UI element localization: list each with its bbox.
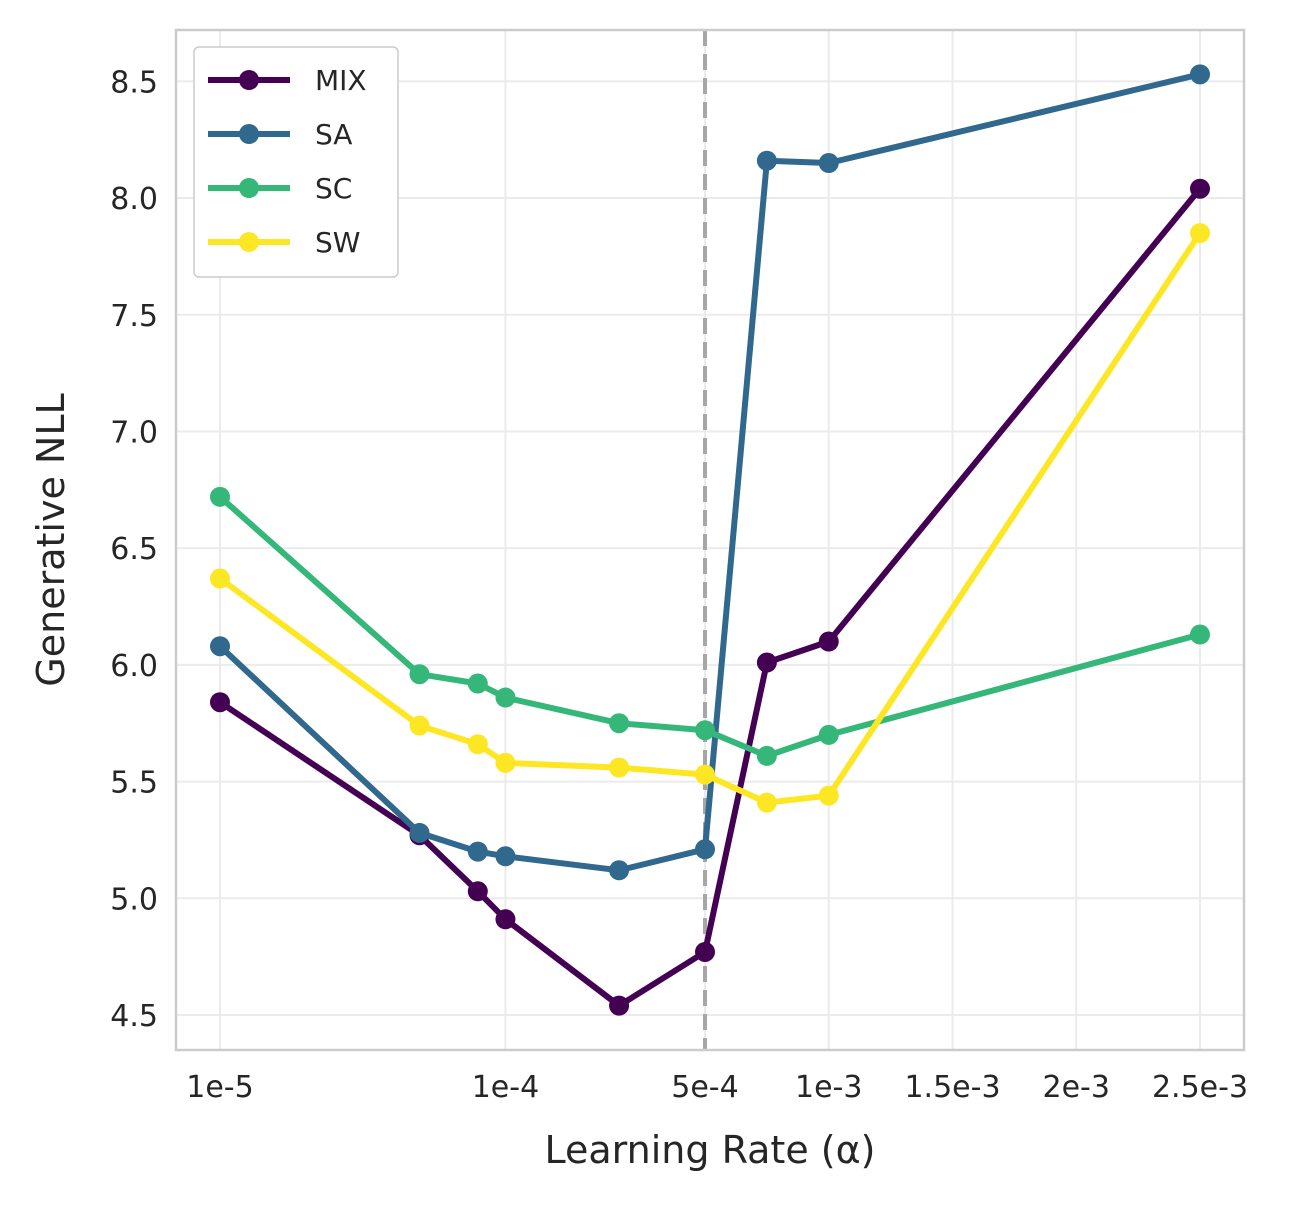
data-point — [695, 764, 715, 785]
data-point — [695, 941, 715, 962]
data-point — [495, 846, 516, 867]
data-point — [409, 822, 430, 843]
legend-marker — [239, 232, 259, 252]
x-tick-label: 1e-5 — [186, 1070, 253, 1105]
x-tick-label: 1e-4 — [472, 1070, 539, 1105]
x-tick-labels: 1e-5 1e-4 5e-4 1e-3 1.5e-3 2e-3 2.5e-3 — [186, 1070, 1248, 1105]
series-sc — [210, 486, 1210, 766]
legend-label: SW — [315, 226, 360, 259]
data-point — [818, 631, 839, 652]
data-point — [818, 785, 839, 806]
legend-entry-sa: SA — [208, 118, 352, 151]
legend-label: SC — [315, 172, 352, 205]
y-tick-label: 8.5 — [110, 65, 158, 100]
legend: MIX SA SC SW — [193, 46, 399, 278]
data-point — [495, 752, 516, 773]
series-group — [210, 64, 1210, 1016]
y-tick-label: 7.5 — [110, 299, 158, 334]
legend-marker — [239, 70, 259, 90]
x-tick-label: 2e-3 — [1043, 1070, 1110, 1105]
data-point — [467, 881, 488, 902]
data-point — [756, 792, 777, 813]
data-point — [467, 673, 488, 694]
data-point — [756, 150, 777, 171]
data-point — [1190, 178, 1210, 199]
data-point — [695, 839, 715, 860]
data-point — [210, 486, 230, 507]
data-point — [210, 568, 230, 589]
x-tick-label: 2.5e-3 — [1152, 1070, 1248, 1105]
legend-label: SA — [315, 118, 352, 151]
legend-frame — [193, 46, 399, 278]
x-tick-label: 1.5e-3 — [904, 1070, 1000, 1105]
legend-label: MIX — [315, 64, 367, 97]
data-point — [409, 664, 430, 685]
legend-entry-sw: SW — [208, 226, 360, 259]
data-point — [695, 720, 715, 741]
data-point — [495, 909, 516, 930]
data-point — [210, 636, 230, 657]
data-point — [818, 153, 839, 174]
plot-frame — [174, 28, 1246, 1052]
data-point — [495, 687, 516, 708]
data-point — [756, 652, 777, 673]
data-point — [609, 757, 630, 778]
data-point — [1190, 223, 1210, 244]
series-sw — [210, 223, 1210, 813]
data-point — [609, 995, 630, 1016]
data-point — [467, 734, 488, 755]
y-tick-label: 6.0 — [110, 649, 158, 684]
data-point — [210, 692, 230, 713]
data-point — [467, 841, 488, 862]
data-point — [1190, 624, 1210, 645]
legend-entry-sc: SC — [208, 172, 352, 205]
data-point — [609, 860, 630, 881]
data-point — [818, 724, 839, 745]
data-point — [609, 713, 630, 734]
y-tick-label: 5.0 — [110, 882, 158, 917]
legend-marker — [239, 178, 259, 198]
y-axis-label: Generative NLL — [29, 393, 73, 686]
y-tick-label: 4.5 — [110, 999, 158, 1034]
data-point — [1190, 64, 1210, 85]
data-point — [756, 745, 777, 766]
y-tick-labels: 4.5 5.0 5.5 6.0 6.5 7.0 7.5 8.0 8.5 — [110, 65, 158, 1034]
x-tick-label: 1e-3 — [795, 1070, 862, 1105]
x-axis-label: Learning Rate (α) — [545, 1128, 876, 1172]
series-sa — [210, 64, 1210, 881]
legend-entry-mix: MIX — [208, 64, 367, 97]
data-point — [409, 715, 430, 736]
y-tick-label: 6.5 — [110, 532, 158, 567]
x-tick-label: 5e-4 — [671, 1070, 738, 1105]
y-tick-label: 5.5 — [110, 766, 158, 801]
y-tick-label: 8.0 — [110, 182, 158, 217]
y-tick-label: 7.0 — [110, 415, 158, 450]
legend-marker — [239, 124, 259, 144]
